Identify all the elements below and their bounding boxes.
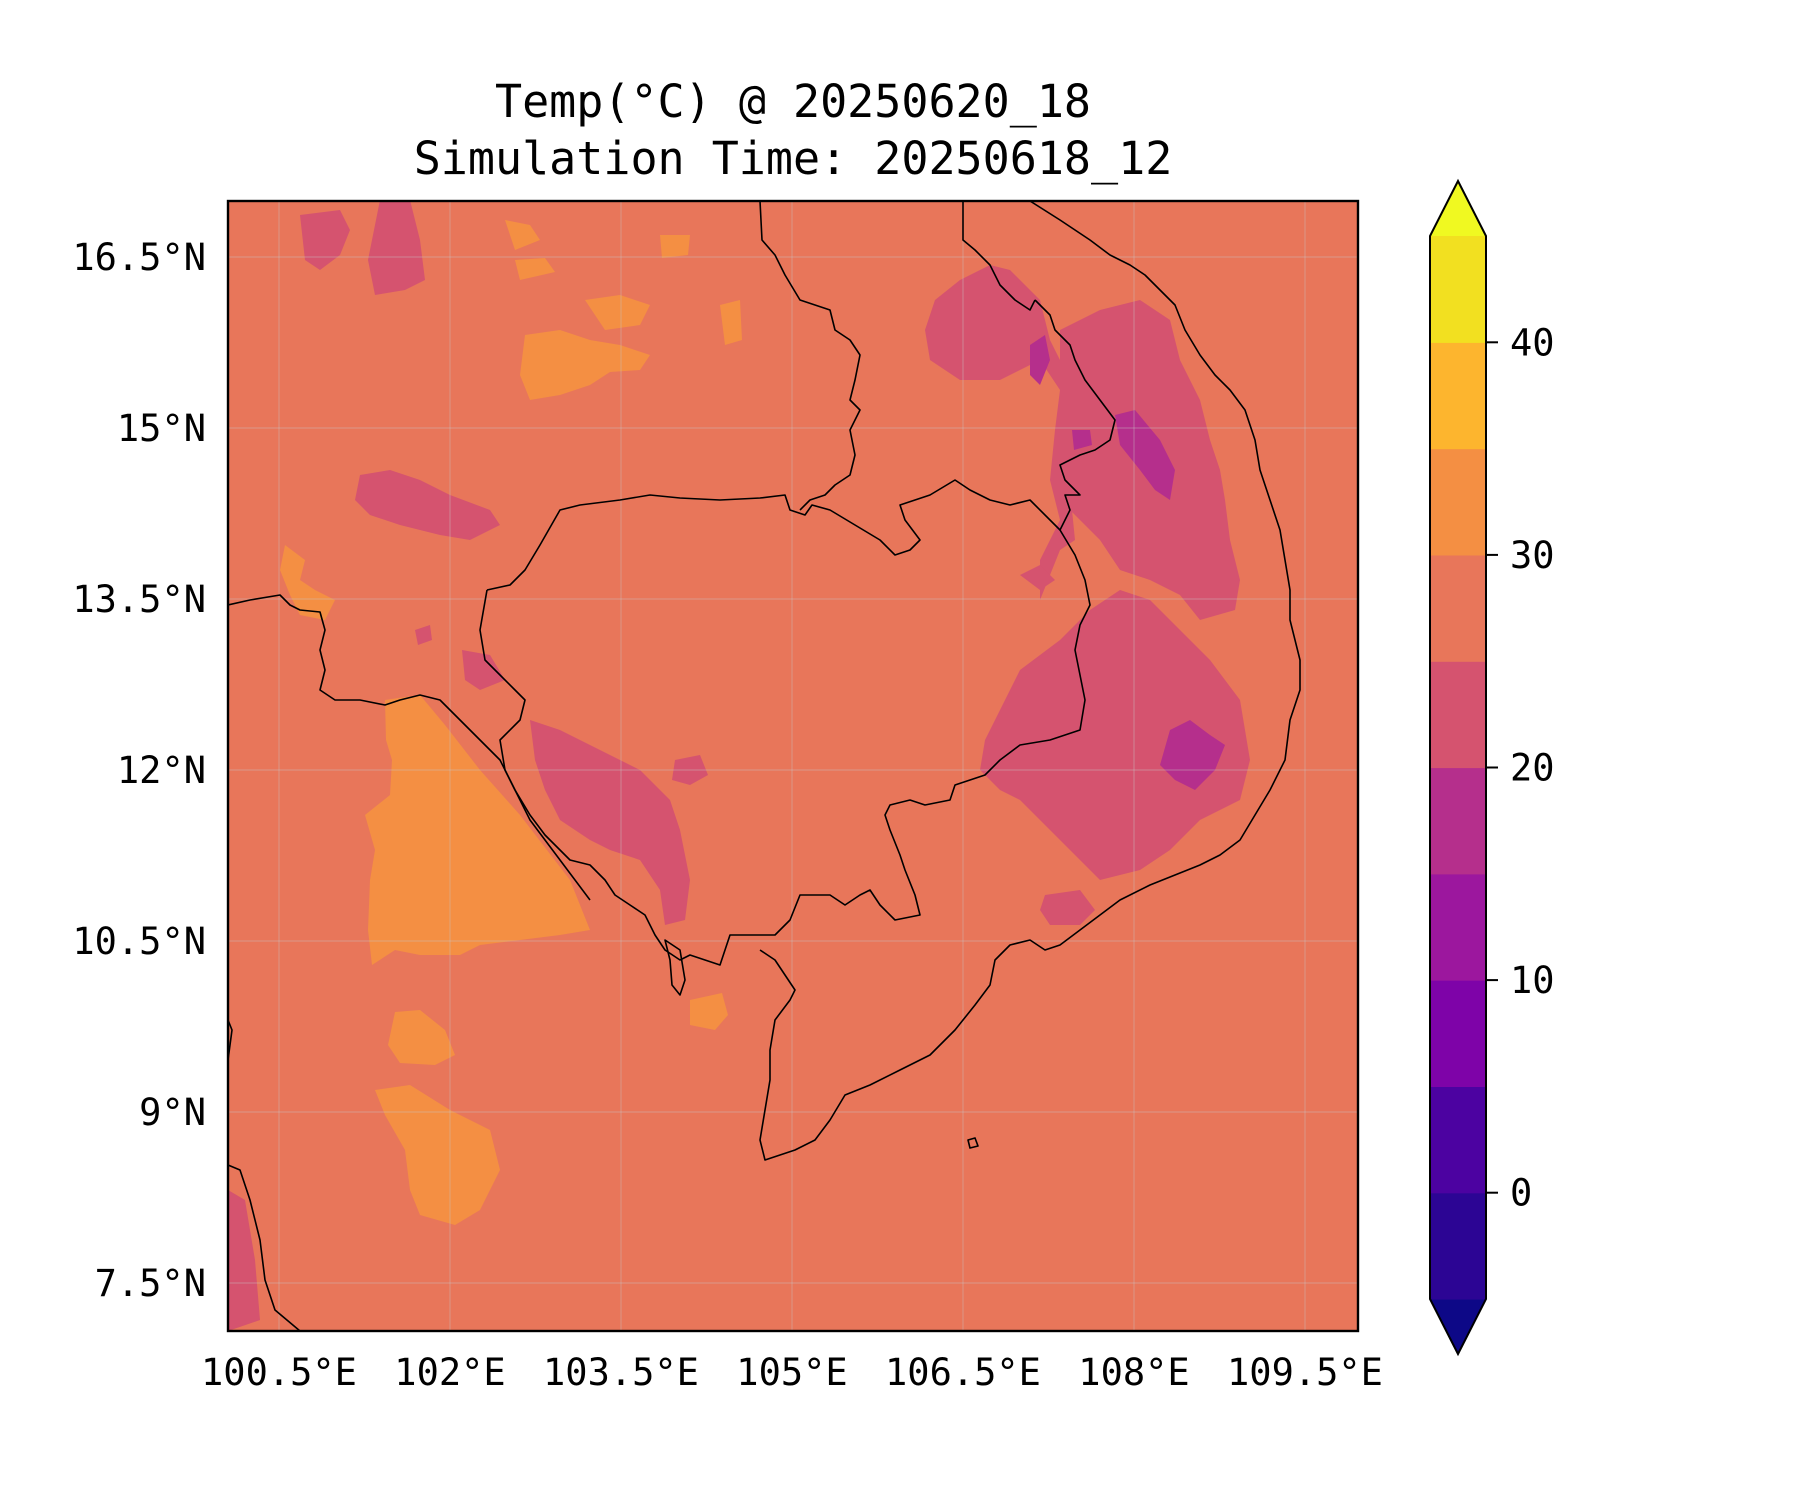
laos-vietnam-border — [962, 201, 1036, 311]
thailand-coast — [228, 594, 591, 901]
thailand-sw-cool-patch2 — [462, 650, 505, 690]
vietnam-coast — [759, 201, 1301, 1161]
thailand-warm-patch-top — [505, 220, 540, 250]
colorbar-tick-label: 10 — [1510, 959, 1555, 1002]
central-highlands-cool-region — [980, 590, 1250, 880]
thailand-cool-region — [355, 470, 500, 540]
map-subtitle: Simulation Time: 20250618_12 — [414, 132, 1173, 185]
thailand-warm-patch-west — [280, 545, 335, 620]
gulf-warm-patch-mid — [388, 1010, 455, 1065]
colorbar-extend-high — [1430, 181, 1486, 236]
thailand-n-cool-region — [368, 201, 425, 295]
lon-tick-label: 102°E — [394, 1351, 505, 1394]
thailand-warm-patch-mid2 — [515, 258, 555, 280]
thailand-laos-border — [759, 201, 861, 511]
thailand-warm-patch-small — [585, 295, 650, 330]
gulf-warm-patch-south — [375, 1085, 500, 1225]
lat-tick-label: 16.5°N — [72, 236, 206, 279]
colorbar-segment — [1430, 661, 1486, 769]
lat-tick-label: 15°N — [117, 407, 206, 450]
lon-tick-label: 100.5°E — [201, 1351, 357, 1394]
lon-tick-label: 109.5°E — [1227, 1351, 1383, 1394]
malaysia-cool-strip — [228, 1190, 260, 1331]
cold-regions — [1030, 335, 1225, 790]
lon-tick-label: 103.5°E — [543, 1351, 699, 1394]
cambodia-east-border — [479, 529, 1091, 966]
lat-tick-label: 12°N — [117, 749, 206, 792]
thailand-warm-patch-ne — [660, 235, 690, 258]
thailand-warm-patch-ne2 — [720, 300, 742, 345]
colorbar-segment — [1430, 767, 1486, 875]
colorbar-segment — [1430, 1086, 1486, 1194]
vietnam-highlands-cool-region — [925, 265, 1090, 600]
vietnam-ne-cold-patch — [1115, 410, 1175, 500]
vietnam-coast-cool-patch — [1020, 565, 1055, 590]
lat-tick-label: 9°N — [139, 1091, 206, 1134]
colorbar-segment — [1430, 554, 1486, 662]
malaysia-coast — [228, 1164, 301, 1331]
phu-quoc-island — [664, 939, 686, 996]
thailand-warm-patch-north — [520, 330, 650, 400]
cambodia-border — [486, 299, 1116, 591]
colorbar-segment — [1430, 873, 1486, 981]
colorbar-segment — [1430, 342, 1486, 450]
colorbar-tick-label: 0 — [1510, 1172, 1532, 1215]
colorbar-segment — [1430, 1192, 1486, 1300]
lon-tick-label: 105°E — [736, 1351, 847, 1394]
colorbar-segment — [1430, 236, 1486, 343]
map-panel — [228, 201, 1358, 1331]
coastlines-and-borders — [228, 201, 1301, 1331]
con-dao-island — [967, 1137, 979, 1149]
cambodia-central-cool-patch — [672, 755, 708, 785]
map-axis-labels: 100.5°E 102°E 103.5°E 105°E 106.5°E 108°… — [72, 236, 1383, 1394]
colorbar-tick-label: 30 — [1510, 534, 1555, 577]
vietnam-south-cool-patch — [1040, 890, 1095, 925]
colorbar-segment — [1430, 448, 1486, 556]
lon-tick-label: 106.5°E — [885, 1351, 1041, 1394]
map-frame — [226, 199, 1360, 1333]
warm-regions — [280, 220, 742, 1225]
colorbar-tick-label: 40 — [1510, 321, 1555, 364]
thailand-west-coast — [228, 1019, 233, 1061]
lat-tick-label: 7.5°N — [95, 1262, 206, 1305]
lon-tick-label: 108°E — [1078, 1351, 1189, 1394]
thailand-sw-cool-patch — [415, 625, 432, 645]
gridlines — [228, 201, 1358, 1331]
cambodia-west-cool-region — [530, 720, 690, 925]
gulf-of-thailand-warm-patch — [365, 695, 590, 965]
cambodia-coast-warm-patch — [690, 993, 728, 1030]
colorbar-segment — [1430, 980, 1486, 1087]
colorbar-outline — [1429, 178, 1487, 1357]
central-highlands-cold-patch — [1160, 720, 1225, 790]
laos-vietnam-cold-patch — [1030, 335, 1050, 385]
vietnam-small-cold-patch — [1072, 430, 1092, 450]
thailand-nw-cool-region — [300, 210, 350, 270]
colorbar: 0 10 20 30 40 — [1429, 178, 1555, 1357]
map-title: Temp(°C) @ 20250620_18 — [495, 75, 1091, 128]
lat-tick-label: 13.5°N — [72, 578, 206, 621]
lat-tick-label: 10.5°N — [72, 920, 206, 963]
colorbar-extend-low — [1430, 1299, 1486, 1354]
colorbar-tick-label: 20 — [1510, 747, 1555, 790]
